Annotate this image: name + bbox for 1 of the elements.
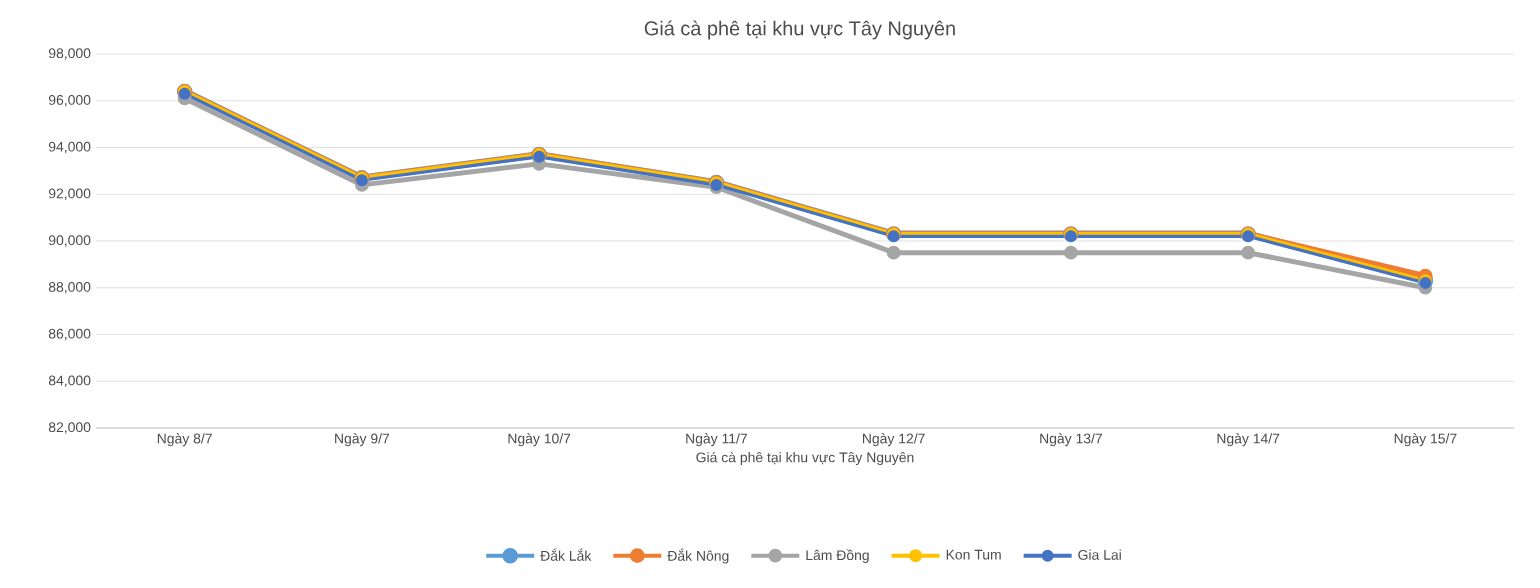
chart-title: Giá cà phê tại khu vực Tây Nguyên bbox=[644, 20, 955, 40]
